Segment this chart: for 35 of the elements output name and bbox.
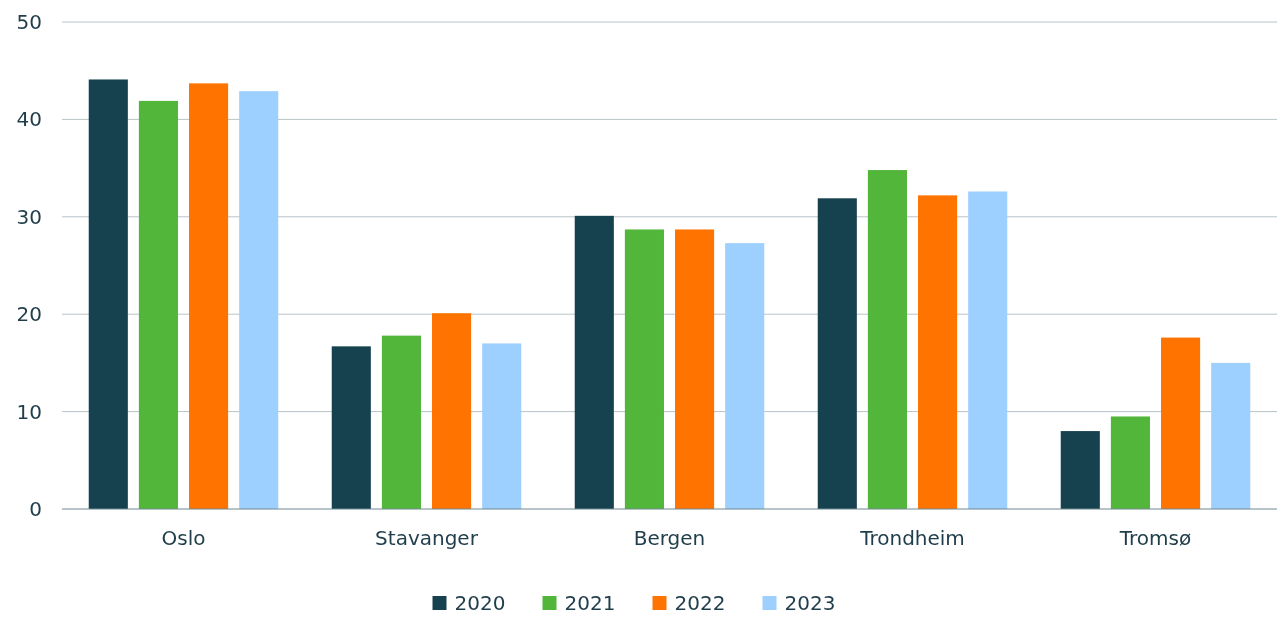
bar [189,83,229,509]
x-tick-label: Oslo [161,526,206,550]
bar [432,313,472,509]
bar [574,215,614,509]
bar [624,229,664,509]
bar [1060,431,1100,509]
legend-label: 2023 [784,591,836,615]
x-tick-label: Bergen [633,526,706,550]
y-tick-label: 10 [16,399,42,424]
x-tick-label: Tromsø [1118,526,1192,550]
bar [1161,337,1201,509]
bar [381,335,421,509]
bar [675,229,715,509]
y-tick-label: 0 [29,497,42,521]
bar [1110,416,1150,509]
x-tick-label: Trondheim [859,526,965,550]
y-tick-label: 50 [16,10,42,34]
legend-label: 2021 [564,591,616,615]
bar [482,343,522,509]
y-tick-label: 30 [16,204,42,229]
bar [725,243,765,509]
bar [918,195,958,509]
bar [817,198,857,509]
x-tick-label: Stavanger [375,526,479,550]
legend-label: 2022 [674,591,726,615]
y-tick-label: 40 [16,107,42,132]
y-tick-label: 20 [16,302,42,327]
bar [138,100,178,509]
bar [331,346,371,509]
bar [239,91,279,509]
legend-label: 2020 [454,591,506,615]
bar [88,79,128,509]
bar [968,191,1008,509]
bar [867,170,907,509]
bar [1211,362,1251,509]
